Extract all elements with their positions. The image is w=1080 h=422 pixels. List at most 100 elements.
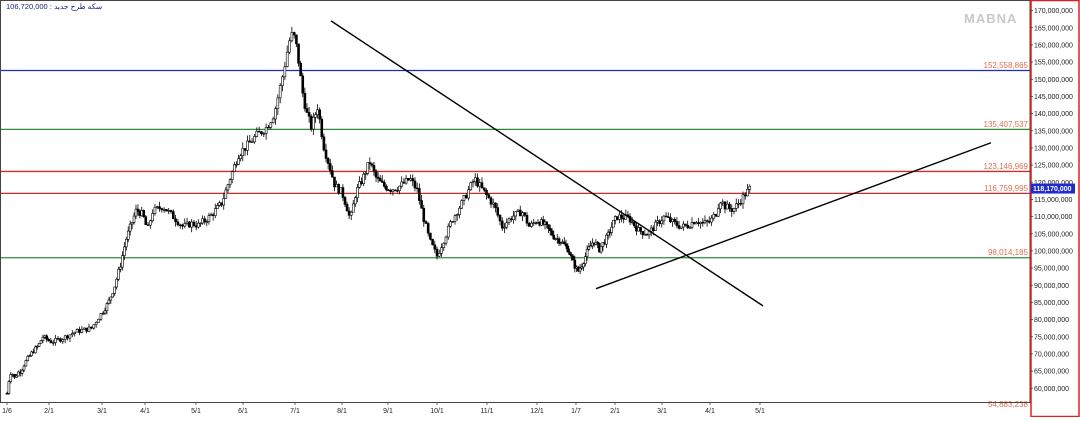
candle-body-34 [75, 328, 79, 333]
candle-body-187 [407, 178, 410, 181]
candle-body-87 [190, 221, 193, 228]
candle-body-281 [599, 246, 603, 253]
candle-body-97 [211, 214, 215, 216]
candle-body-222 [485, 189, 488, 195]
level-label-2: 123,146,969 [984, 162, 1029, 171]
candle-body-300 [637, 227, 640, 232]
y-tick-label-5: 85,000,000 [1034, 300, 1069, 307]
candle-body-90 [197, 222, 200, 228]
candle-body-22 [47, 338, 50, 341]
candle-body-242 [530, 222, 533, 227]
candle-body-77 [167, 210, 171, 212]
candle-body-243 [532, 222, 536, 224]
candle-body-182 [396, 190, 399, 192]
candle-body-314 [666, 216, 670, 218]
candle-body-320 [679, 226, 683, 229]
candle-body-180 [391, 189, 395, 192]
candle-body-154 [337, 184, 341, 194]
candle-body-26 [56, 338, 60, 340]
candle-body-8 [20, 369, 24, 374]
candle-body-197 [429, 232, 432, 240]
y-tick-label-16: 140,000,000 [1034, 111, 1073, 118]
candle-body-301 [639, 227, 642, 232]
candle-body-272 [584, 256, 587, 264]
candle-body-89 [194, 225, 198, 228]
candle-body-159 [347, 210, 351, 216]
candle-body-51 [113, 286, 116, 294]
candle-body-171 [372, 164, 376, 172]
candle-body-33 [73, 331, 77, 334]
candle-body-135 [297, 43, 300, 64]
candle-body-306 [649, 227, 653, 232]
candle-body-194 [422, 207, 426, 222]
candle-body-170 [370, 163, 374, 166]
candle-body-60 [130, 222, 134, 225]
candle-body-213 [464, 195, 468, 199]
candle-body-206 [449, 221, 452, 227]
x-tick-label-7: 8/1 [337, 408, 347, 415]
candle-body-235 [514, 211, 518, 217]
x-tick-label-13: 2/1 [610, 408, 620, 415]
candle-body-254 [552, 234, 556, 240]
y-tick-label-2: 70,000,000 [1034, 351, 1069, 358]
candle-body-264 [570, 254, 573, 257]
candle-body-18 [39, 340, 43, 344]
candle-body-141 [309, 115, 313, 130]
candle-body-199 [433, 244, 437, 250]
candle-body-184 [400, 181, 404, 187]
y-tick-label-20: 160,000,000 [1034, 42, 1073, 49]
candle-body-288 [612, 219, 615, 228]
level-label-3: 116,759,995 [984, 184, 1028, 193]
candle-body-227 [496, 207, 500, 216]
candle-body-86 [188, 221, 191, 228]
y-tick-label-1: 65,000,000 [1034, 369, 1069, 376]
candle-body-219 [478, 182, 482, 187]
candle-body-351 [748, 186, 752, 190]
candle-body-32 [71, 333, 74, 336]
x-tick-label-16: 5/1 [755, 408, 765, 415]
trendlines [330, 20, 992, 307]
candle-body-49 [109, 296, 113, 301]
candle-body-215 [469, 182, 473, 191]
candle-body-260 [562, 241, 566, 245]
candle-body-28 [61, 339, 65, 342]
candle-body-166 [362, 173, 365, 184]
candle-body-164 [358, 181, 361, 188]
candle-body-186 [404, 178, 408, 184]
candle-body-350 [746, 188, 749, 197]
candle-body-261 [564, 243, 568, 247]
candle-body-239 [523, 212, 527, 216]
candle-body-113 [246, 140, 249, 151]
y-tick-label-8: 100,000,000 [1034, 248, 1073, 255]
candle-body-63 [136, 208, 140, 212]
y-tick-label-4: 80,000,000 [1034, 317, 1069, 324]
x-tick-label-10: 11/1 [480, 408, 493, 415]
candle-body-161 [351, 203, 355, 213]
candle-body-73 [158, 206, 161, 209]
y-tick-label-3: 75,000,000 [1034, 334, 1069, 341]
candle-body-253 [550, 230, 554, 236]
candle-body-317 [673, 219, 677, 222]
candle-body-119 [260, 131, 263, 134]
candle-body-285 [606, 231, 610, 236]
candle-body-50 [111, 293, 115, 298]
candle-body-252 [548, 228, 552, 231]
candle-body-81 [176, 221, 180, 226]
candle-body-44 [99, 313, 103, 320]
x-tick-label-0: 1/6 [2, 408, 12, 415]
candle-body-311 [660, 220, 664, 225]
candle-body-228 [498, 214, 502, 222]
candle-body-337 [716, 208, 720, 217]
candle-body-336 [714, 214, 718, 217]
candle-body-183 [398, 185, 401, 191]
candle-body-275 [589, 245, 592, 248]
candle-body-331 [703, 220, 707, 224]
candle-body-15 [34, 346, 37, 354]
candle-body-200 [435, 248, 439, 257]
level-labels: 152,558,865 135,407,537 123,146,969 116,759… [984, 61, 1029, 409]
candle-body-342 [728, 203, 731, 209]
candle-body-23 [49, 340, 53, 344]
current-price-tag [1031, 183, 1075, 194]
candle-body-307 [652, 227, 655, 231]
